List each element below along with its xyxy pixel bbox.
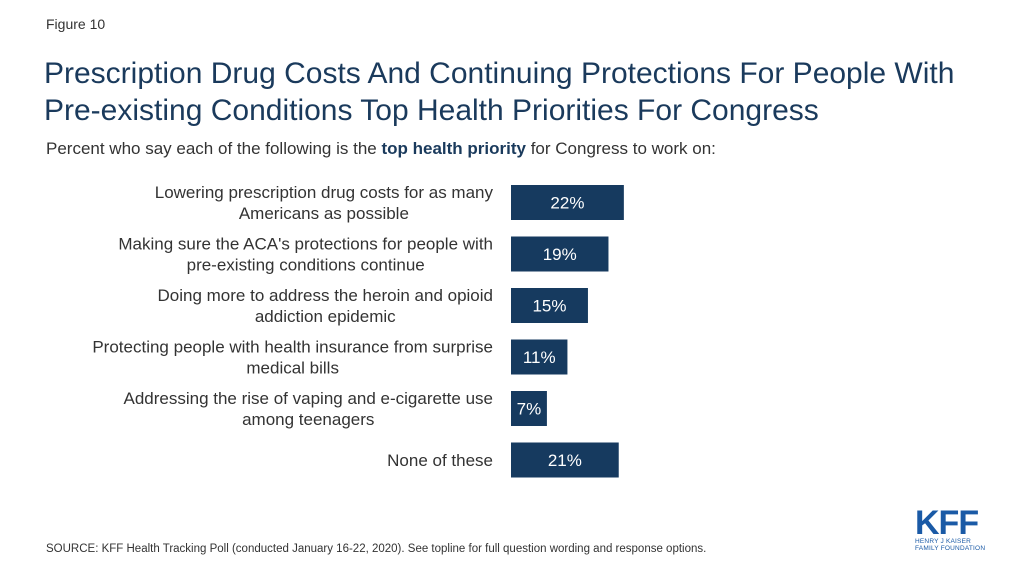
bar-value-label: 7%	[517, 400, 542, 419]
category-label-line: medical bills	[246, 359, 339, 378]
bar-value-label: 22%	[550, 194, 584, 213]
bar-value-label: 21%	[548, 451, 582, 470]
category-label-line: None of these	[387, 451, 493, 470]
bar	[511, 236, 609, 272]
category-label: Making sure the ACA's protections for pe…	[118, 235, 493, 275]
bar	[511, 288, 588, 323]
category-label: Protecting people with health insurance …	[92, 338, 493, 378]
bar	[511, 339, 568, 375]
category-label-line: among teenagers	[242, 410, 374, 429]
bar-value-label: 15%	[532, 297, 566, 316]
source-note: SOURCE: KFF Health Tracking Poll (conduc…	[46, 543, 707, 555]
category-label-line: pre-existing conditions continue	[187, 256, 425, 275]
bar-value-label: 11%	[523, 348, 556, 367]
bar	[511, 185, 624, 220]
subtitle-emphasis: top health priority	[381, 139, 526, 158]
category-label-line: Addressing the rise of vaping and e-ciga…	[123, 389, 493, 408]
bar	[511, 391, 547, 426]
category-label: Addressing the rise of vaping and e-ciga…	[123, 389, 493, 429]
category-label-line: Doing more to address the heroin and opi…	[158, 286, 494, 305]
subtitle-text-after: for Congress to work on:	[525, 139, 716, 158]
category-label: None of these	[387, 451, 493, 470]
bar	[511, 442, 619, 478]
figure-label: Figure 10	[46, 16, 106, 32]
bar-chart: Lowering prescription drug costs for as …	[92, 183, 624, 478]
logo-mark: KFF	[915, 504, 979, 542]
category-label-line: Lowering prescription drug costs for as …	[155, 183, 494, 202]
subtitle-text-before: Percent who say each of the following is…	[46, 139, 382, 158]
chart-subtitle: Percent who say each of the following is…	[46, 139, 716, 159]
kff-logo: KFF HENRY J KAISER FAMILY FOUNDATION	[915, 504, 990, 558]
logo-line-1: HENRY J KAISER	[915, 538, 972, 545]
bar-value-label: 19%	[543, 245, 577, 264]
category-label-line: addiction epidemic	[255, 307, 396, 326]
logo-line-2: FAMILY FOUNDATION	[915, 545, 986, 552]
category-label: Doing more to address the heroin and opi…	[158, 286, 494, 326]
chart-title: Prescription Drug Costs And Continuing P…	[44, 57, 955, 127]
category-label-line: Protecting people with health insurance …	[92, 338, 493, 357]
category-label: Lowering prescription drug costs for as …	[155, 183, 494, 223]
category-label-line: Making sure the ACA's protections for pe…	[118, 235, 493, 254]
category-label-line: Americans as possible	[239, 204, 409, 223]
